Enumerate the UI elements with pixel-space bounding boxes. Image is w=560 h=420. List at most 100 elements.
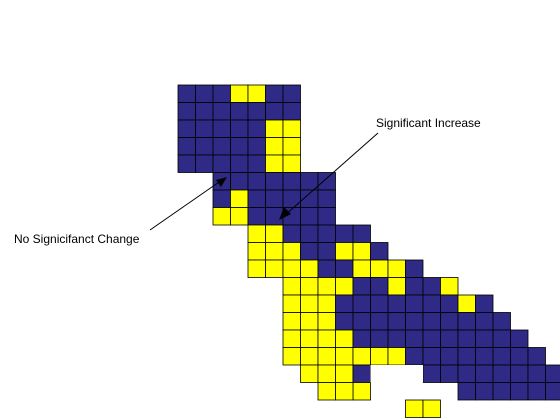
no-change-cell <box>230 137 249 156</box>
no-change-cell <box>247 119 266 138</box>
increase-cell <box>352 242 371 261</box>
increase-cell <box>317 382 336 401</box>
no-change-cell <box>212 154 231 173</box>
no-change-cell <box>352 294 371 313</box>
increase-cell <box>265 224 284 243</box>
no-change-cell <box>492 347 511 366</box>
no-change-cell <box>475 364 494 383</box>
no-change-cell <box>510 382 529 401</box>
no-change-cell <box>265 102 284 121</box>
no-change-cell <box>317 242 336 261</box>
no-change-cell <box>475 294 494 313</box>
increase-cell <box>282 294 301 313</box>
no-change-cell <box>387 329 406 348</box>
no-change-cell <box>545 364 560 383</box>
no-change-cell <box>195 102 214 121</box>
no-change-cell <box>405 259 424 278</box>
increase-cell <box>282 137 301 156</box>
no-change-cell <box>370 277 389 296</box>
no-change-cell <box>405 312 424 331</box>
no-change-cell <box>335 312 354 331</box>
no-change-cell <box>195 137 214 156</box>
no-change-cell <box>300 224 319 243</box>
blank-cell <box>405 365 423 383</box>
increase-cell <box>335 242 354 261</box>
increase-cell <box>405 399 424 418</box>
no-change-cell <box>282 224 301 243</box>
increase-cell <box>230 189 249 208</box>
no-change-cell <box>457 329 476 348</box>
annotation-arrows <box>149 132 379 231</box>
no-change-cell <box>230 154 249 173</box>
no-change-cell <box>212 137 231 156</box>
grid-cells <box>177 84 560 418</box>
no-change-cell <box>247 102 266 121</box>
no-change-cell <box>212 84 231 103</box>
no-change-cell <box>317 189 336 208</box>
no-change-cell <box>247 137 266 156</box>
increase-cell <box>370 347 389 366</box>
increase-cell <box>265 242 284 261</box>
no-change-cell <box>475 382 494 401</box>
increase-cell <box>300 347 319 366</box>
increase-cell <box>282 242 301 261</box>
no-change-cell <box>527 347 546 366</box>
increase-cell <box>265 119 284 138</box>
increase-cell <box>282 259 301 278</box>
increase-cell <box>300 312 319 331</box>
increase-cell <box>335 329 354 348</box>
increase-cell <box>317 347 336 366</box>
increase-cell <box>247 84 266 103</box>
increase-cell <box>317 364 336 383</box>
increase-cell <box>282 119 301 138</box>
no-change-cell <box>457 312 476 331</box>
no-change-cell <box>545 382 560 401</box>
no-change-cell <box>352 312 371 331</box>
increase-cell <box>370 259 389 278</box>
increase-cell <box>282 312 301 331</box>
no-change-cell <box>457 364 476 383</box>
no-change-cell <box>317 224 336 243</box>
no-change-cell <box>300 172 319 191</box>
no-change-cell <box>212 119 231 138</box>
no-change-cell <box>247 189 266 208</box>
no-change-cell <box>230 102 249 121</box>
increase-cell <box>317 312 336 331</box>
increase-cell <box>230 207 249 226</box>
increase-cell <box>317 329 336 348</box>
no-change-cell <box>492 382 511 401</box>
no-change-cell <box>422 364 441 383</box>
no-change-cell <box>475 329 494 348</box>
no-change-cell <box>177 119 196 138</box>
no-change-cell <box>230 119 249 138</box>
increase-cell <box>387 259 406 278</box>
no-change-cell <box>510 329 529 348</box>
significant-increase-arrowhead <box>279 207 291 220</box>
increase-cell <box>440 277 459 296</box>
no-change-cell <box>405 294 424 313</box>
no-change-cell <box>317 172 336 191</box>
significant-increase-label: Significant Increase <box>376 116 481 130</box>
no-change-cell <box>352 277 371 296</box>
no-change-cell <box>265 84 284 103</box>
increase-cell <box>247 242 266 261</box>
no-change-cell <box>510 347 529 366</box>
increase-cell <box>247 224 266 243</box>
no-change-cell <box>282 172 301 191</box>
no-change-cell <box>282 84 301 103</box>
increase-cell <box>387 347 406 366</box>
increase-cell <box>387 277 406 296</box>
no-change-cell <box>492 364 511 383</box>
no-change-cell <box>440 294 459 313</box>
no-change-cell <box>282 189 301 208</box>
no-change-cell <box>370 312 389 331</box>
no-change-cell <box>510 364 529 383</box>
no-change-arrow-line <box>149 179 223 231</box>
increase-cell <box>422 399 441 418</box>
increase-cell <box>282 347 301 366</box>
no-change-cell <box>475 347 494 366</box>
increase-cell <box>352 382 371 401</box>
no-change-cell <box>405 277 424 296</box>
no-change-cell <box>457 347 476 366</box>
